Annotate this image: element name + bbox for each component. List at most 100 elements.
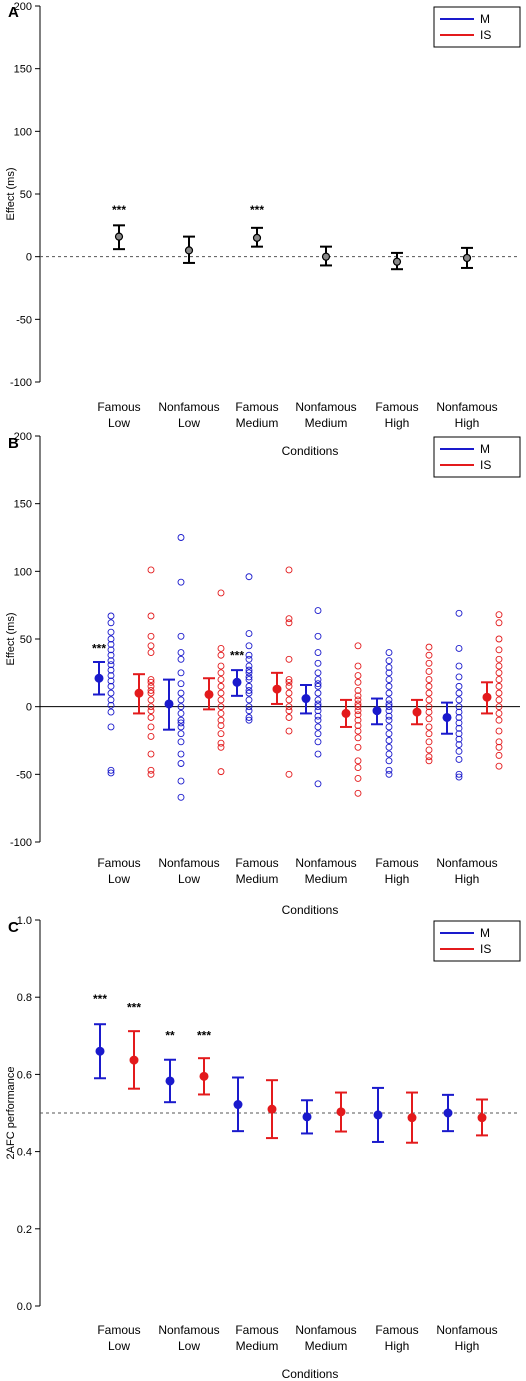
individual-point	[107, 619, 115, 627]
individual-point	[385, 712, 393, 720]
individual-point	[314, 716, 322, 724]
x-tick-label: Famous	[235, 856, 278, 870]
individual-point	[107, 682, 115, 690]
individual-point	[354, 672, 362, 679]
mean-point	[412, 707, 422, 717]
mean-point	[321, 252, 331, 261]
individual-point	[385, 657, 393, 665]
individual-point	[285, 707, 293, 715]
mean-point	[443, 1108, 453, 1118]
individual-point	[354, 703, 362, 711]
individual-point	[177, 534, 185, 541]
individual-point	[354, 678, 362, 686]
individual-point	[385, 730, 393, 738]
individual-point	[495, 703, 503, 711]
individual-point	[385, 707, 393, 715]
x-tick-label: Nonfamous	[158, 856, 219, 870]
individual-point	[107, 701, 115, 709]
individual-point	[147, 770, 155, 778]
individual-point	[217, 743, 225, 751]
individual-point	[217, 703, 225, 711]
individual-point	[314, 700, 322, 708]
y-tick-label: 0.6	[17, 1069, 32, 1081]
individual-point	[147, 732, 155, 740]
individual-point	[107, 628, 115, 636]
individual-point	[495, 743, 503, 751]
individual-point	[495, 738, 503, 746]
mean-point	[114, 232, 124, 241]
panel-c: C 0.0 0.2 0.4 0.6 0.8 1.0 2AFC performance Famou…	[5, 915, 521, 1381]
x-tick-label: Nonfamous	[158, 1323, 219, 1337]
x-tick-label: High	[385, 1339, 410, 1353]
mean-point	[301, 694, 311, 704]
individual-point	[455, 724, 463, 732]
x-tick-label: Medium	[305, 872, 348, 886]
individual-point	[314, 738, 322, 746]
individual-point	[455, 708, 463, 716]
individual-point	[314, 707, 322, 715]
y-tick-label: 200	[14, 431, 32, 443]
individual-point	[495, 751, 503, 759]
individual-point	[314, 750, 322, 758]
individual-point	[217, 682, 225, 690]
individual-point	[385, 766, 393, 774]
individual-point	[385, 676, 393, 684]
individual-point	[354, 764, 362, 772]
x-tick-label: Medium	[236, 1339, 279, 1353]
legend-label: IS	[480, 28, 491, 42]
individual-point	[217, 722, 225, 730]
y-tick-label: 200	[14, 1, 32, 13]
individual-point	[147, 696, 155, 704]
individual-point	[495, 689, 503, 697]
individual-point	[285, 676, 293, 684]
individual-point	[455, 673, 463, 681]
mean-point	[165, 1076, 175, 1086]
individual-point	[495, 709, 503, 717]
individual-point	[354, 696, 362, 704]
mean-point	[267, 1104, 277, 1114]
individual-point	[177, 655, 185, 663]
individual-point	[285, 655, 293, 663]
y-tick-label: 1.0	[17, 915, 32, 927]
individual-point	[177, 703, 185, 711]
legend-label: M	[480, 442, 490, 456]
y-tick-label: 0.8	[17, 992, 32, 1004]
legend-label: M	[480, 12, 490, 26]
individual-point	[285, 619, 293, 627]
x-tick-label: Low	[108, 872, 130, 886]
individual-point	[245, 686, 253, 694]
individual-point	[425, 738, 433, 746]
legend-label: M	[480, 926, 490, 940]
mean-point	[336, 1107, 346, 1117]
x-axis-label: Conditions	[282, 1367, 339, 1381]
individual-point	[107, 769, 115, 777]
individual-point	[314, 607, 322, 615]
y-tick-label: 0	[26, 252, 32, 264]
x-axis-label: Conditions	[282, 444, 339, 458]
individual-point	[285, 703, 293, 711]
individual-point	[177, 680, 185, 688]
individual-point	[177, 578, 185, 586]
individual-point	[314, 676, 322, 684]
individual-point	[495, 696, 503, 704]
individual-point	[455, 747, 463, 755]
individual-point	[354, 692, 362, 700]
individual-point	[455, 770, 463, 778]
individual-point	[285, 696, 293, 704]
individual-point	[147, 686, 155, 694]
mean-point	[341, 708, 351, 718]
individual-point	[455, 703, 463, 711]
mean-point	[94, 673, 104, 683]
individual-point	[245, 669, 253, 677]
individual-point	[245, 642, 253, 650]
mean-point	[372, 706, 382, 716]
mean-point	[164, 699, 174, 709]
individual-point	[425, 689, 433, 697]
individual-point	[495, 662, 503, 670]
individual-point	[455, 609, 463, 617]
individual-point	[385, 770, 393, 778]
individual-point	[107, 723, 115, 731]
individual-point	[385, 750, 393, 758]
mean-point	[392, 257, 402, 266]
individual-point	[354, 707, 362, 715]
